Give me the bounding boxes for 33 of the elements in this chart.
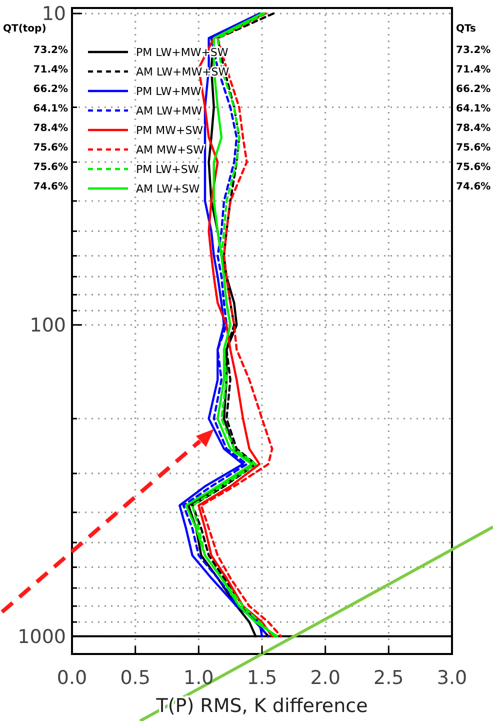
x-tick-label: 2.0 (310, 667, 340, 689)
text: 66.2% (33, 84, 68, 95)
text: 75.6% (33, 142, 68, 154)
text: 71.4% (456, 64, 491, 76)
text: 75.6% (33, 162, 68, 173)
y-tick-label: 100 (30, 314, 66, 337)
text: QTs (456, 24, 476, 34)
x-tick-label: 1.5 (246, 667, 278, 689)
x-tick-label: 2.5 (374, 667, 404, 689)
x-tick-label: 0.5 (120, 667, 150, 689)
text: 74.6% (456, 182, 491, 192)
legend-label: PM MW+SW (136, 124, 204, 137)
text: 78.4% (33, 123, 68, 134)
legend-label: PM LW+MW (136, 84, 202, 98)
x-tick-label: 1.0 (184, 667, 214, 689)
text: 75.6% (456, 162, 491, 173)
text: 64.1% (33, 104, 68, 114)
text: 75.6% (456, 142, 491, 154)
text: 78.4% (456, 123, 491, 134)
legend-label: PM LW+SW (136, 162, 199, 176)
text: QT(top) (3, 24, 46, 34)
y-tick-label: 1000 (18, 626, 66, 648)
text: 74.6% (33, 182, 68, 192)
x-tick-label: 0.0 (56, 667, 88, 689)
text: 71.4% (33, 64, 68, 76)
legend-label: AM LW+SW (136, 182, 200, 196)
text: 73.2% (33, 45, 68, 56)
legend-label: AM MW+SW (136, 143, 204, 156)
text: 73.2% (456, 45, 491, 56)
text: 64.1% (456, 104, 491, 114)
legend-label: AM LW+MW (136, 104, 202, 118)
text: 66.2% (456, 84, 491, 95)
x-tick-label: 3.0 (436, 667, 468, 689)
